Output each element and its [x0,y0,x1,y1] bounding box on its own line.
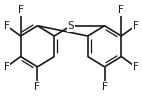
Text: F: F [133,62,138,72]
Text: F: F [35,82,40,92]
Text: F: F [4,21,9,31]
Text: S: S [68,21,74,31]
Text: F: F [4,62,9,72]
Text: F: F [118,5,124,15]
Text: F: F [102,82,107,92]
Text: F: F [18,5,24,15]
Text: F: F [133,21,138,31]
